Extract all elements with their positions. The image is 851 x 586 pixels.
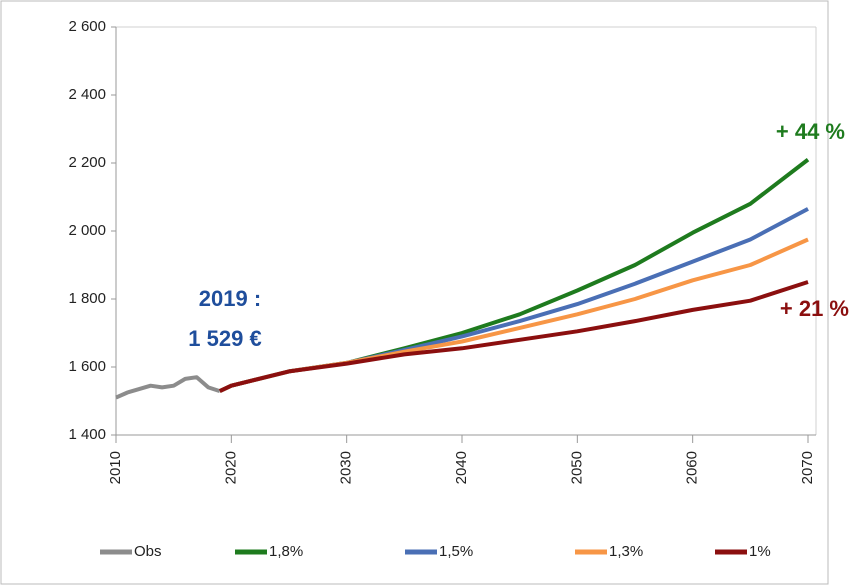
- x-tick-label: 2060: [684, 451, 701, 484]
- annotation: + 44 %: [776, 119, 845, 144]
- legend-label: 1%: [749, 543, 771, 560]
- y-tick-label: 2 000: [68, 222, 106, 239]
- annotation: 2019 :: [199, 286, 261, 311]
- x-tick-label: 2030: [338, 451, 355, 484]
- legend-label: 1,5%: [439, 543, 473, 560]
- y-tick-label: 1 800: [68, 290, 106, 307]
- legend-label: Obs: [134, 543, 162, 560]
- legend-label: 1,8%: [269, 543, 303, 560]
- x-tick-label: 2050: [568, 451, 585, 484]
- y-tick-label: 2 400: [68, 86, 106, 103]
- y-tick-label: 2 600: [68, 18, 106, 35]
- series-line: [218, 280, 809, 393]
- x-tick-label: 2040: [453, 451, 470, 484]
- annotation: + 21 %: [780, 296, 849, 321]
- x-tick-label: 2070: [799, 451, 816, 484]
- y-tick-label: 1 400: [68, 426, 106, 443]
- x-tick-label: 2010: [107, 451, 124, 484]
- x-tick-label: 2020: [222, 451, 239, 484]
- y-tick-label: 1 600: [68, 358, 106, 375]
- y-tick-label: 2 200: [68, 154, 106, 171]
- legend-label: 1,3%: [609, 543, 643, 560]
- chart-frame: [0, 0, 829, 585]
- annotation: 1 529 €: [188, 326, 261, 351]
- series-line: [115, 375, 221, 400]
